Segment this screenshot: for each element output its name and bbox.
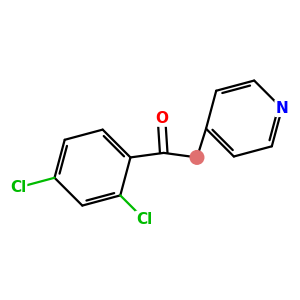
Text: N: N: [276, 101, 288, 116]
Text: O: O: [155, 111, 168, 126]
Text: Cl: Cl: [136, 212, 152, 227]
Circle shape: [190, 151, 204, 164]
Text: Cl: Cl: [10, 180, 26, 195]
